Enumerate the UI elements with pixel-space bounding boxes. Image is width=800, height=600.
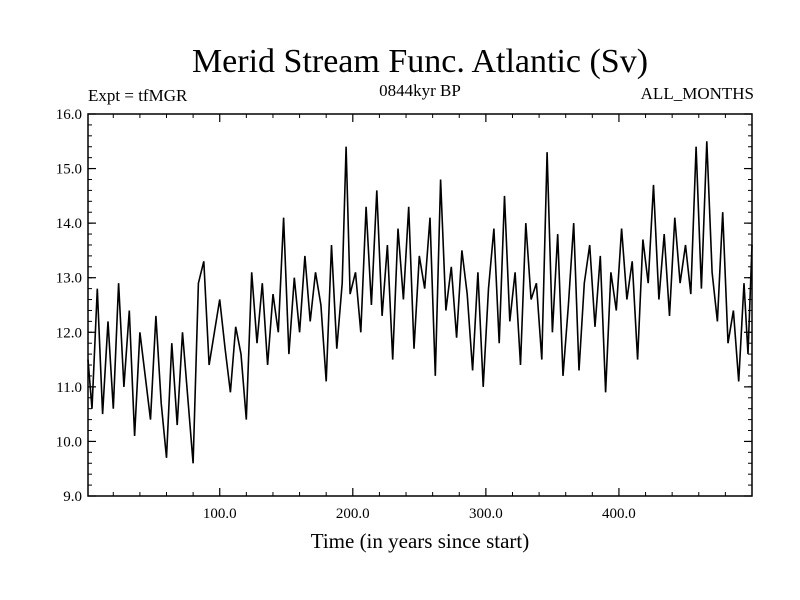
series-line <box>87 141 753 464</box>
x-axis-label: Time (in years since start) <box>311 529 530 553</box>
x-tick-label: 100.0 <box>203 506 237 522</box>
y-tick-label: 10.0 <box>56 434 82 450</box>
x-tick-label: 300.0 <box>469 506 503 522</box>
months-label: ALL_MONTHS <box>641 84 754 103</box>
y-tick-label: 9.0 <box>63 489 82 505</box>
experiment-label: Expt = tfMGR <box>88 86 188 105</box>
x-tick-label: 200.0 <box>336 506 370 522</box>
y-tick-label: 12.0 <box>56 325 82 341</box>
y-tick-label: 11.0 <box>56 380 82 396</box>
y-tick-label: 13.0 <box>56 271 82 287</box>
y-tick-label: 16.0 <box>56 107 82 123</box>
x-axis: 100.0 200.0 300.0 400.0 <box>112 114 726 522</box>
y-axis: 9.0 10.0 11.0 12.0 13.0 14.0 15.0 16.0 <box>56 107 752 505</box>
series-layer <box>87 141 753 464</box>
x-tick-label: 400.0 <box>602 506 636 522</box>
y-tick-label: 14.0 <box>56 216 82 232</box>
y-tick-label: 15.0 <box>56 162 82 178</box>
plot-frame <box>87 113 753 497</box>
chart-title: Merid Stream Func. Atlantic (Sv) <box>192 43 648 80</box>
period-label: 0844kyr BP <box>379 81 461 100</box>
